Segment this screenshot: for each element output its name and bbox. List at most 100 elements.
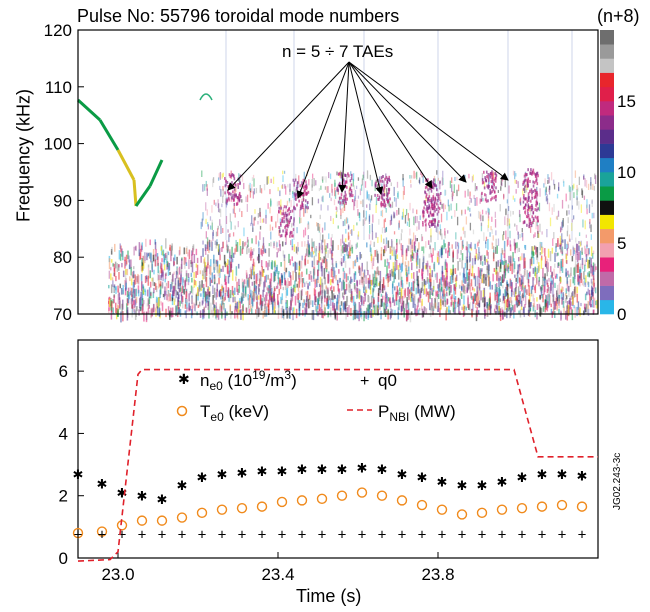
spectrogram-noise-cell [553, 203, 555, 212]
spectrogram-noise-cell [480, 255, 482, 261]
spectrogram-noise-cell [495, 294, 497, 301]
spectrogram-noise-cell [255, 309, 257, 315]
spectrogram-noise-cell [401, 244, 404, 256]
spectrogram-noise-cell [386, 294, 388, 304]
spectrogram-noise-cell [536, 196, 538, 204]
spectrogram-noise-cell [202, 288, 205, 299]
spectrogram-noise-cell [284, 228, 287, 234]
spectrogram-noise-cell [302, 309, 304, 316]
tae-mode-cell [382, 203, 385, 207]
spectrogram-noise-cell [167, 265, 170, 276]
spectrogram-noise-cell [558, 298, 560, 305]
spectrogram-noise-cell [440, 199, 442, 203]
spectrogram-noise-cell [456, 216, 459, 226]
spectrogram-noise-cell [323, 304, 326, 312]
tae-mode-cell [387, 192, 389, 196]
spectrogram-noise-cell [294, 286, 296, 293]
spectrogram-noise-cell [312, 241, 314, 248]
tae-mode-cell [307, 190, 310, 194]
tae-mode-cell [336, 188, 338, 192]
spectrogram-noise-cell [462, 239, 464, 247]
spectrogram-noise-cell [291, 223, 293, 228]
tae-mode-cell [435, 193, 438, 197]
spectrogram-noise-cell [203, 268, 205, 279]
spectrogram-noise-cell [499, 263, 502, 269]
ne0-point: ✱ [177, 478, 188, 493]
ne0-point: ✱ [557, 467, 568, 482]
tae-mode-cell [228, 198, 230, 202]
spectrogram-noise-cell [591, 199, 593, 208]
spectrogram-noise-cell [519, 198, 521, 204]
tae-mode-cell [239, 195, 242, 199]
tae-mode-cell [531, 196, 533, 200]
spectrogram-noise-cell [460, 236, 462, 241]
spectrogram-noise-cell [551, 280, 553, 285]
spectrogram-noise-cell [506, 281, 508, 286]
spectrogram-noise-cell [557, 238, 559, 247]
spectrogram-noise-cell [304, 227, 307, 236]
colorbar-cell [600, 200, 614, 215]
tae-mode-cell [349, 193, 352, 197]
tae-mode-cell [525, 203, 527, 207]
spectrogram-noise-cell [410, 291, 412, 303]
spectrogram-noise-cell [149, 270, 152, 279]
spectrogram-noise-cell [541, 231, 543, 235]
spectrogram-noise-cell [247, 239, 249, 247]
tae-mode-cell [491, 176, 493, 180]
spectrogram-noise-cell [440, 277, 442, 285]
spectrogram-noise-cell [354, 284, 356, 291]
spectrogram-noise-cell [469, 263, 471, 274]
spectrogram-noise-cell [265, 274, 267, 283]
spectrogram-noise-cell [581, 247, 583, 252]
spectrogram-noise-cell [215, 292, 218, 300]
spectrogram-noise-cell [573, 288, 576, 298]
spectrogram-noise-cell [148, 287, 151, 298]
tae-mode-cell [305, 192, 307, 196]
spectrogram-noise-cell [358, 279, 361, 285]
spectrogram-noise-cell [319, 214, 321, 220]
spectrogram-noise-cell [393, 186, 395, 196]
spectrogram-noise-cell [340, 301, 343, 306]
spectrogram-noise-cell [395, 253, 397, 258]
spectrogram-noise-cell [491, 228, 493, 234]
spectrogram-noise-cell [497, 238, 500, 246]
spectrogram-noise-cell [534, 286, 536, 291]
tae-mode-cell [495, 186, 497, 190]
spectrogram-noise-cell [505, 259, 507, 266]
spectrogram-noise-cell [410, 311, 413, 315]
spectrogram-noise-cell [321, 308, 323, 318]
tae-mode-cell [430, 220, 433, 224]
spectrogram-noise-cell [458, 302, 460, 314]
spectrogram-noise-cell [351, 229, 353, 236]
spectrogram-noise-cell [344, 301, 347, 309]
spectrogram-noise-cell [249, 253, 251, 258]
spectrogram-noise-cell [253, 262, 256, 268]
spectrogram-noise-cell [342, 207, 344, 214]
te0-point [276, 496, 288, 508]
spectrogram-noise-cell [505, 230, 507, 240]
spectrogram-noise-cell [418, 242, 420, 250]
spectrogram-noise-cell [474, 293, 476, 302]
tae-mode-cell [531, 221, 534, 225]
spectrogram-noise-cell [462, 307, 465, 318]
spectrogram-noise-cell [218, 307, 221, 312]
spectrogram-noise-cell [308, 281, 311, 286]
spectrogram-noise-cell [565, 193, 567, 202]
spectrogram-noise-cell [351, 246, 354, 254]
spectrogram-noise-cell [142, 284, 144, 289]
spectrogram-noise-cell [439, 249, 441, 257]
spectrogram-noise-cell [356, 294, 358, 300]
spectrogram-noise-cell [459, 291, 462, 297]
spectrogram-noise-cell [314, 289, 317, 300]
spectrogram-noise-cell [135, 296, 138, 303]
spectrogram-noise-cell [477, 266, 480, 278]
spectrogram-noise-cell [425, 288, 428, 297]
spectrogram-noise-cell [340, 249, 343, 257]
spectrogram-noise-cell [523, 244, 526, 249]
tae-mode-cell [434, 224, 436, 228]
spectrogram-noise-cell [321, 258, 323, 266]
tae-mode-cell [432, 213, 435, 217]
spectrogram-noise-cell [409, 179, 412, 184]
spectrogram-noise-cell [301, 241, 303, 247]
spectrogram-noise-cell [519, 295, 522, 304]
